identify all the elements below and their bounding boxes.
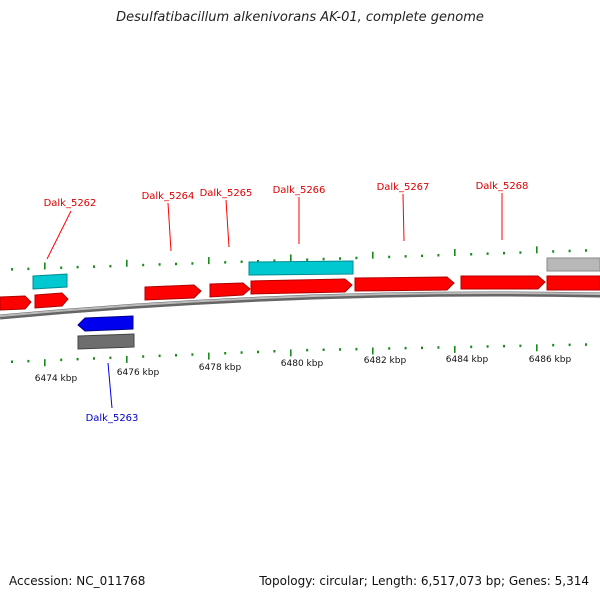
label-leader-line [46,210,72,260]
tick-row-lower [11,343,587,367]
feature-label-dalk-5262: Dalk_5262 [44,198,97,209]
forward-rna-block [32,273,68,290]
accession-text: Accession: NC_011768 [9,574,146,588]
feature-label-dalk-5268: Dalk_5268 [476,181,529,192]
label-leader-line [167,202,172,252]
tick-label: 6480 kbp [281,359,324,369]
genome-backbone-highlight [0,291,600,317]
forward-rna-block [248,260,354,276]
tick-label: 6484 kbp [446,355,489,365]
forward-cds-arrow [354,276,455,292]
forward-cds-arrow [0,295,32,311]
reverse-gene-block [77,333,135,350]
tick-row-upper [11,246,587,271]
label-leader-line [107,362,113,409]
forward-cds-arrow [546,275,600,291]
tick-label: 6476 kbp [117,368,160,378]
feature-label-dalk-5267: Dalk_5267 [377,182,430,193]
forward-cds-arrow [460,275,546,290]
tick-label: 6482 kbp [364,356,407,366]
reverse-cds-arrow [77,315,134,332]
feature-label-dalk-5265: Dalk_5265 [200,188,253,199]
forward-cds-arrow [144,284,202,301]
forward-cds-arrow [250,278,353,295]
feature-label-dalk-5263: Dalk_5263 [86,413,139,424]
tick-label: 6486 kbp [529,355,572,365]
feature-label-dalk-5264: Dalk_5264 [142,191,195,202]
forward-cds-arrow [34,292,69,309]
forward-gene-block [546,257,600,272]
label-leader-line [225,199,230,248]
map-title: Desulfatibacillum alkenivorans AK-01, co… [116,10,484,25]
forward-cds-arrow [209,282,251,298]
feature-label-dalk-5266: Dalk_5266 [273,185,326,196]
tick-label: 6474 kbp [35,374,78,384]
label-leader-line [402,193,405,242]
tick-label: 6478 kbp [199,363,242,373]
genome-backbone [0,291,600,320]
genome-summary-text: Topology: circular; Length: 6,517,073 bp… [259,574,589,588]
